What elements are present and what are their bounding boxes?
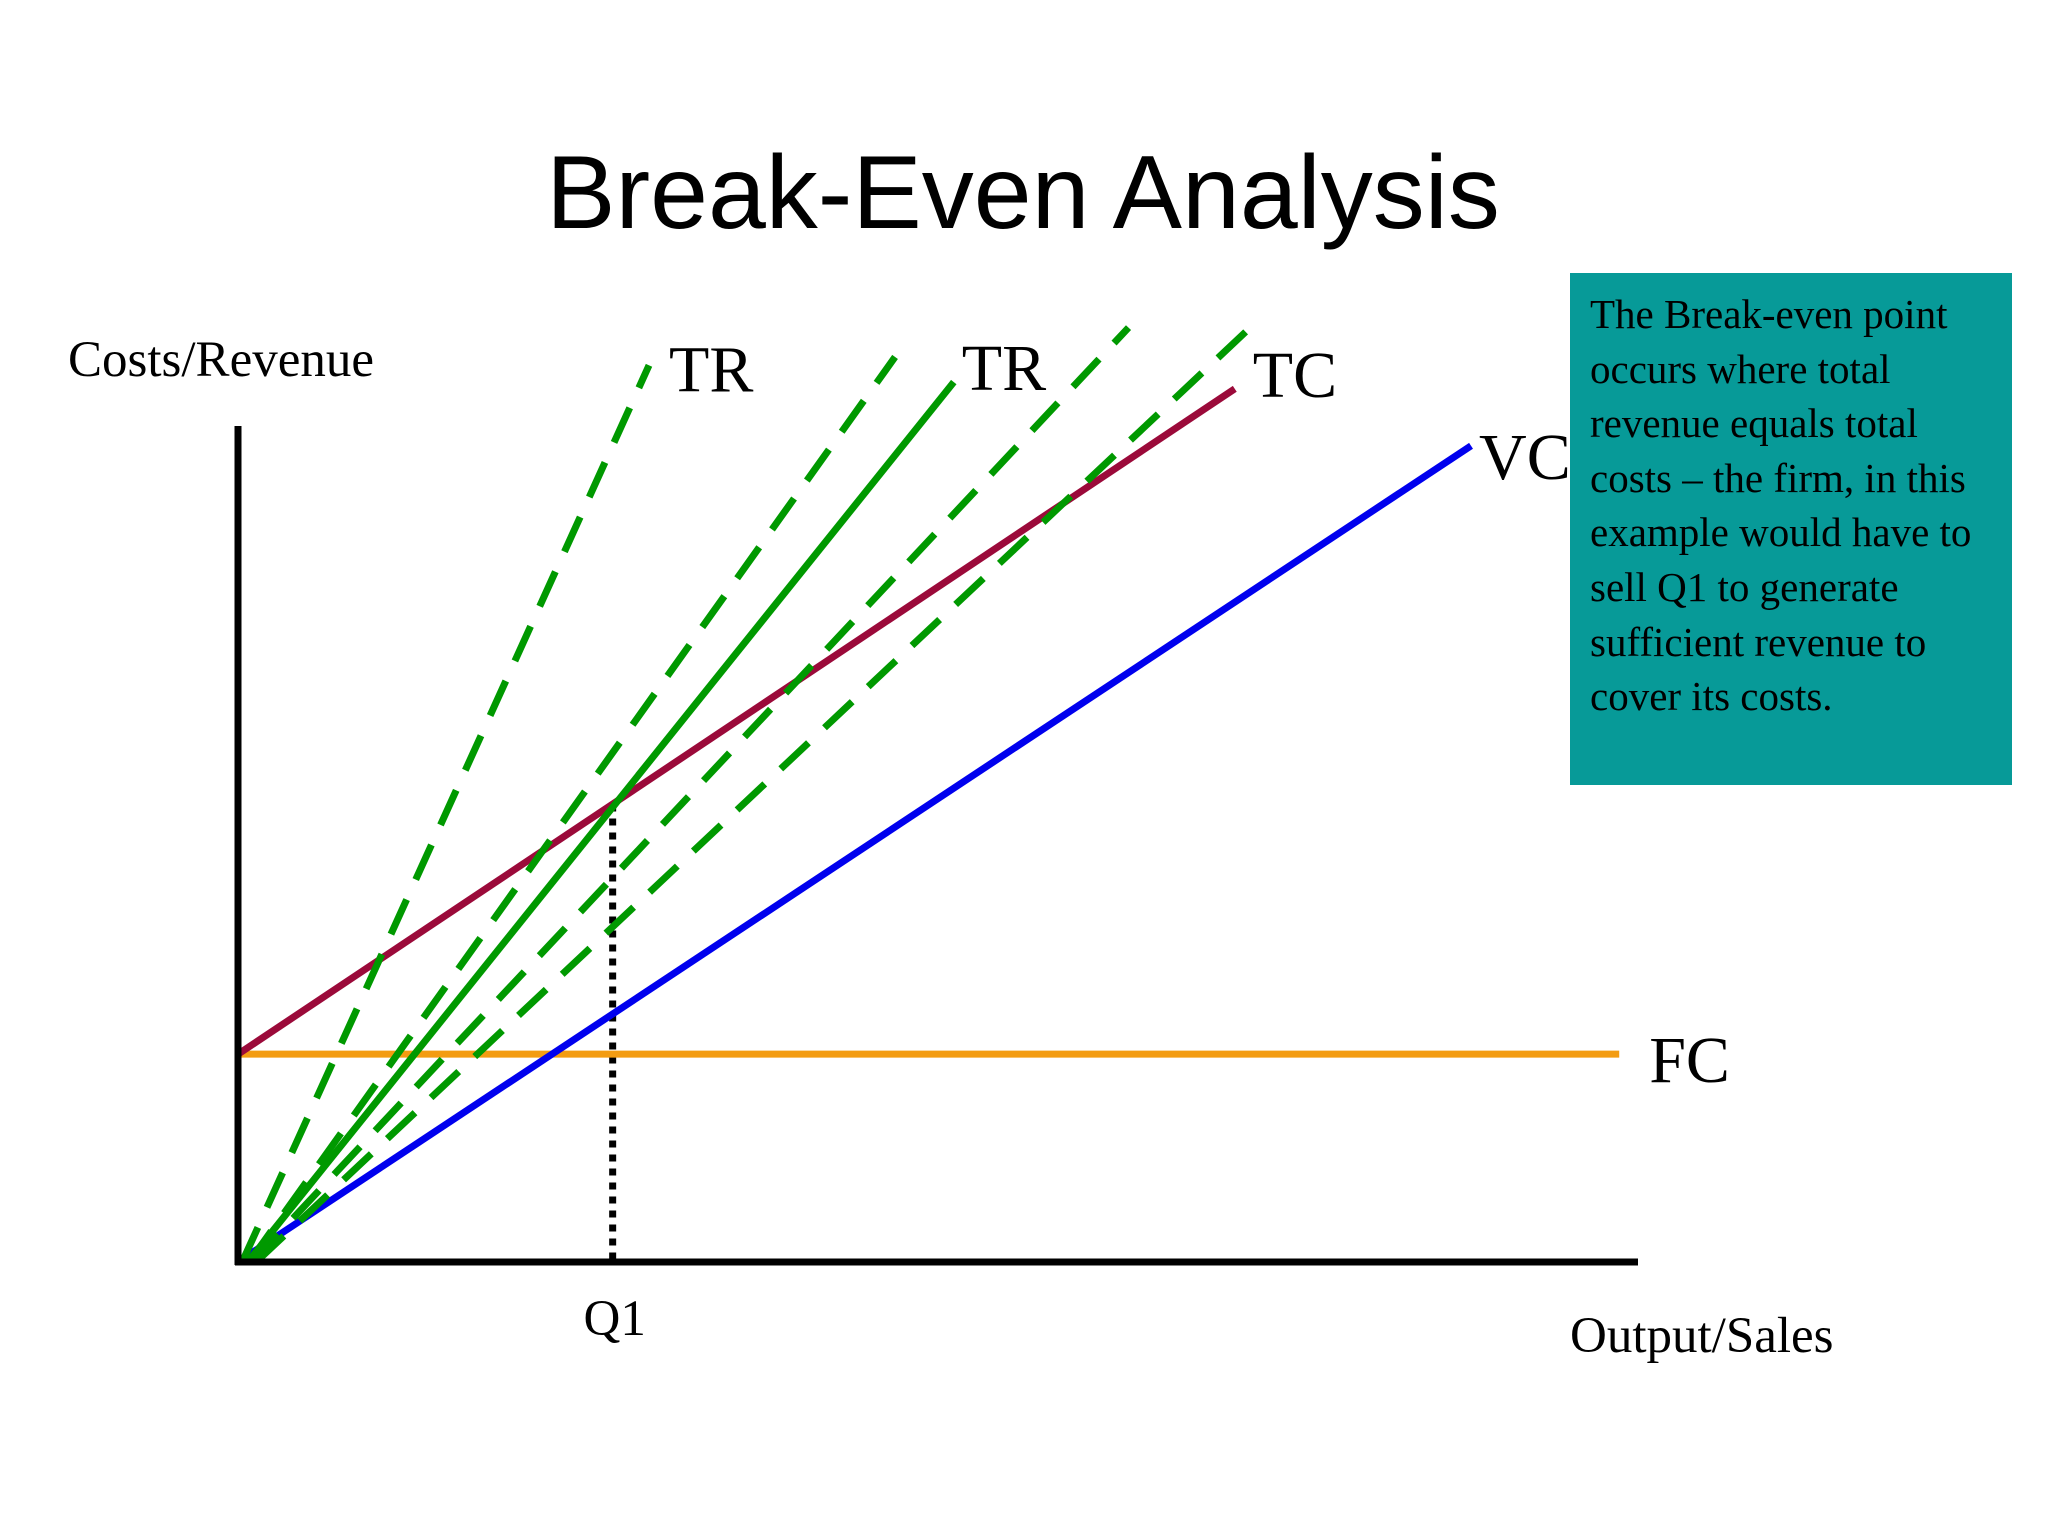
tick-label-layer: Q1 xyxy=(583,1291,645,1347)
series-line-line-dashed-7 xyxy=(253,325,1253,1265)
series-line-tc-solid-2 xyxy=(236,385,1237,1058)
series-layer xyxy=(236,325,1620,1265)
x-axis-label: Output/Sales xyxy=(1570,1308,1834,1364)
break-even-note-box: The Break-even point occurs where total … xyxy=(1570,273,2012,785)
series-line-vc-solid-1 xyxy=(236,442,1473,1265)
series-line-tr-solid-3 xyxy=(245,379,957,1265)
series-label-fc-solid: FC xyxy=(1649,1024,1730,1097)
series-line-line-dashed-5 xyxy=(246,354,898,1265)
y-axis-label: Costs/Revenue xyxy=(68,332,374,388)
series-label-tr-solid: TR xyxy=(962,332,1046,405)
series-line-line-dashed-6 xyxy=(249,325,1132,1265)
series-line-tr-dashed-4 xyxy=(239,363,653,1264)
plot-area: FC VC TC TR TR Q1 xyxy=(234,325,1730,1347)
series-label-tc-solid: TC xyxy=(1253,339,1337,412)
series-label-layer: FC VC TC TR TR xyxy=(669,332,1730,1097)
break-even-note-text: The Break-even point occurs where total … xyxy=(1590,291,1972,720)
series-label-vc-solid: VC xyxy=(1479,421,1571,494)
series-label-tr-dashed: TR xyxy=(669,333,753,406)
chart-title: Break-Even Analysis xyxy=(546,135,1500,251)
axes-layer xyxy=(234,426,1638,1266)
x-tick-label-q1: Q1 xyxy=(583,1291,645,1347)
